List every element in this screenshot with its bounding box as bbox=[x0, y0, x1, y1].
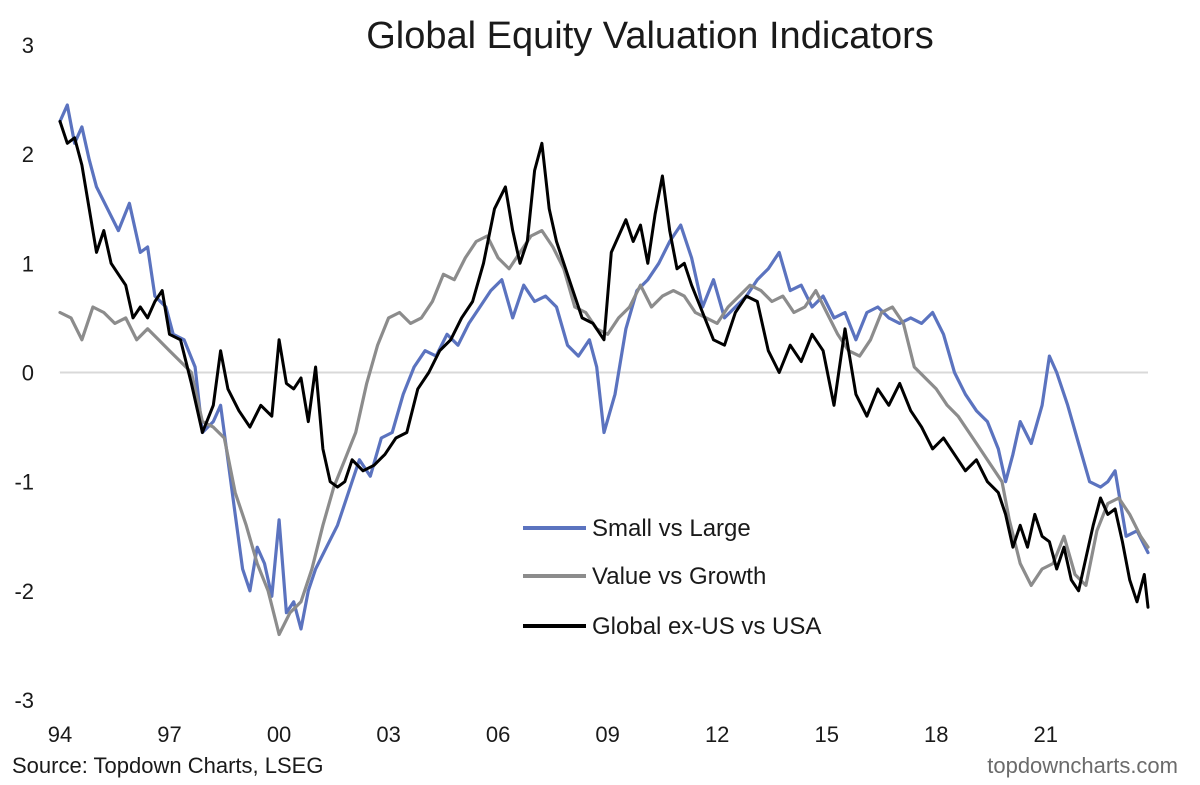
x-axis: 94 97 00 03 06 09 12 15 18 21 bbox=[48, 722, 1058, 747]
y-tick-label: 0 bbox=[22, 361, 34, 386]
y-tick-label: 2 bbox=[22, 142, 34, 167]
x-tick-label: 12 bbox=[705, 722, 729, 747]
y-tick-label: -1 bbox=[14, 470, 34, 495]
series-line-3 bbox=[58, 119, 1150, 609]
source-note: Source: Topdown Charts, LSEG bbox=[12, 753, 324, 778]
legend-label: Value vs Growth bbox=[592, 563, 766, 590]
y-tick-label: -3 bbox=[14, 688, 34, 713]
y-tick-label: 1 bbox=[22, 251, 34, 276]
x-tick-label: 06 bbox=[486, 722, 510, 747]
brand-link[interactable]: topdowncharts.com bbox=[987, 753, 1178, 778]
y-tick-label: 3 bbox=[22, 33, 34, 58]
y-tick-label: -2 bbox=[14, 579, 34, 604]
series-line-2 bbox=[58, 229, 1150, 637]
y-axis: 3 2 1 0 -1 -2 -3 bbox=[14, 33, 34, 713]
x-tick-label: 15 bbox=[814, 722, 838, 747]
x-tick-label: 97 bbox=[157, 722, 181, 747]
legend-label: Small vs Large bbox=[592, 515, 751, 542]
legend: Small vs Large Value vs Growth Global ex-U… bbox=[523, 515, 821, 640]
chart: Global Equity Valuation Indicators 3210-… bbox=[14, 15, 1150, 747]
x-tick-label: 18 bbox=[924, 722, 948, 747]
x-tick-label: 94 bbox=[48, 722, 72, 747]
legend-label: Global ex-US vs USA bbox=[592, 613, 821, 640]
series-layer bbox=[58, 103, 1150, 637]
series-line-1 bbox=[58, 103, 1150, 631]
x-tick-label: 03 bbox=[376, 722, 400, 747]
x-tick-label: 09 bbox=[595, 722, 619, 747]
chart-title: Global Equity Valuation Indicators bbox=[366, 15, 934, 57]
x-tick-label: 21 bbox=[1034, 722, 1058, 747]
x-tick-label: 00 bbox=[267, 722, 291, 747]
